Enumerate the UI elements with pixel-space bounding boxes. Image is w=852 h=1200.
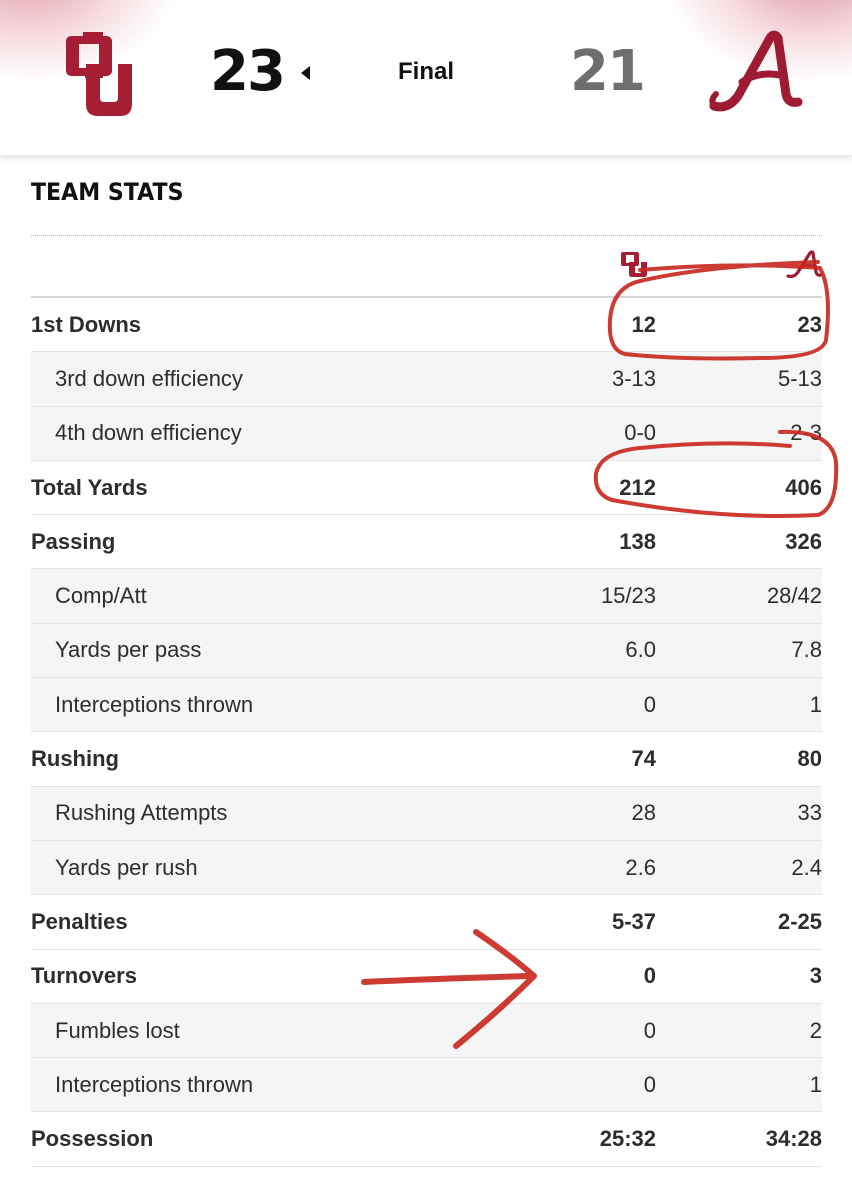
home-stat-value: 6.0 bbox=[625, 637, 656, 663]
table-row: Total Yards 212 406 bbox=[31, 461, 822, 516]
home-stat-value: 74 bbox=[631, 746, 656, 772]
home-stat-value: 28 bbox=[631, 800, 656, 826]
table-row: Passing 138 326 bbox=[31, 515, 822, 570]
stat-label: 3rd down efficiency bbox=[55, 365, 243, 391]
away-stat-value: 80 bbox=[797, 746, 822, 772]
stat-label: Comp/Att bbox=[55, 583, 147, 609]
home-stat-value: 0 bbox=[643, 1017, 656, 1043]
away-stat-value: 2 bbox=[809, 1017, 822, 1043]
stat-label: Passing bbox=[31, 528, 116, 554]
home-stat-value: 212 bbox=[619, 474, 656, 500]
table-row: Interceptions thrown 0 1 bbox=[31, 678, 822, 733]
table-row: Fumbles lost 0 2 bbox=[31, 1003, 822, 1059]
home-stat-value: 12 bbox=[631, 311, 656, 337]
table-row: Interceptions thrown 0 1 bbox=[31, 1058, 822, 1113]
stat-label: Total Yards bbox=[31, 474, 148, 500]
home-stat-value: 5-37 bbox=[611, 908, 656, 934]
away-stat-value: 3 bbox=[809, 963, 822, 989]
scoreboard-header: 23 Final 21 bbox=[0, 0, 852, 155]
stat-label: 4th down efficiency bbox=[55, 420, 242, 446]
divider bbox=[31, 235, 822, 236]
triangle-left-icon bbox=[301, 66, 310, 80]
home-stat-value: 25:32 bbox=[599, 1126, 656, 1152]
table-row: Rushing 74 80 bbox=[31, 732, 822, 787]
team-stats-table: 1st Downs 12 23 3rd down efficiency 3-13 5-13… bbox=[31, 298, 822, 1167]
alabama-column-logo-icon bbox=[786, 250, 822, 279]
home-stat-value: 0 bbox=[643, 691, 656, 717]
away-stat-value: 406 bbox=[785, 474, 822, 500]
away-stat-value: 7.8 bbox=[791, 637, 822, 663]
away-stat-value: 23 bbox=[797, 311, 822, 337]
home-stat-value: 2.6 bbox=[625, 854, 656, 880]
stat-label: Rushing bbox=[31, 746, 119, 772]
away-stat-value: 33 bbox=[797, 800, 822, 826]
home-stat-value: 0 bbox=[643, 963, 656, 989]
table-row: Turnovers 0 3 bbox=[31, 950, 822, 1004]
ou-column-logo-icon bbox=[621, 252, 647, 277]
table-row: Yards per pass 6.0 7.8 bbox=[31, 623, 822, 679]
stat-label: 1st Downs bbox=[31, 311, 142, 337]
home-stat-value: 138 bbox=[619, 528, 656, 554]
team-stats-title: TEAM STATS bbox=[31, 178, 184, 206]
stat-label: Possession bbox=[31, 1126, 154, 1152]
away-stat-value: 2.4 bbox=[791, 854, 822, 880]
stat-label: Yards per pass bbox=[55, 637, 202, 663]
table-row: 3rd down efficiency 3-13 5-13 bbox=[31, 352, 822, 407]
away-stat-value: 1 bbox=[809, 1071, 822, 1097]
table-row: Yards per rush 2.6 2.4 bbox=[31, 840, 822, 896]
away-stat-value: 326 bbox=[785, 528, 822, 554]
alabama-script-a-icon[interactable] bbox=[708, 30, 804, 116]
home-stat-value: 0-0 bbox=[624, 420, 656, 446]
away-stat-value: 1 bbox=[809, 691, 822, 717]
stat-label: Fumbles lost bbox=[55, 1017, 180, 1043]
away-stat-value: 28/42 bbox=[766, 583, 822, 609]
home-stat-value: 3-13 bbox=[611, 365, 656, 391]
home-score: 23 bbox=[210, 39, 286, 104]
stat-label: Penalties bbox=[31, 908, 128, 934]
table-row: 1st Downs 12 23 bbox=[31, 298, 822, 353]
table-row: Possession 25:32 34:28 bbox=[31, 1112, 822, 1167]
stat-label: Rushing Attempts bbox=[55, 800, 228, 826]
stat-label: Interceptions thrown bbox=[55, 1071, 254, 1097]
stat-label: Yards per rush bbox=[55, 854, 198, 880]
game-status: Final bbox=[397, 58, 454, 85]
table-header-rule bbox=[31, 296, 822, 298]
away-stat-value: 34:28 bbox=[765, 1126, 822, 1152]
away-stat-value: 5-13 bbox=[777, 365, 822, 391]
table-row: Penalties 5-37 2-25 bbox=[31, 895, 822, 950]
away-stat-value: 2-25 bbox=[777, 908, 822, 934]
table-row: Comp/Att 15/23 28/42 bbox=[31, 569, 822, 624]
table-row: 4th down efficiency 0-0 2-3 bbox=[31, 406, 822, 461]
away-score: 21 bbox=[570, 39, 646, 104]
home-stat-value: 0 bbox=[643, 1071, 656, 1097]
home-stat-value: 15/23 bbox=[600, 583, 656, 609]
ou-logo-icon[interactable] bbox=[66, 30, 136, 116]
table-row: Rushing Attempts 28 33 bbox=[31, 786, 822, 841]
stat-label: Interceptions thrown bbox=[55, 691, 254, 717]
away-stat-value: 2-3 bbox=[790, 420, 822, 446]
stat-label: Turnovers bbox=[31, 963, 137, 989]
